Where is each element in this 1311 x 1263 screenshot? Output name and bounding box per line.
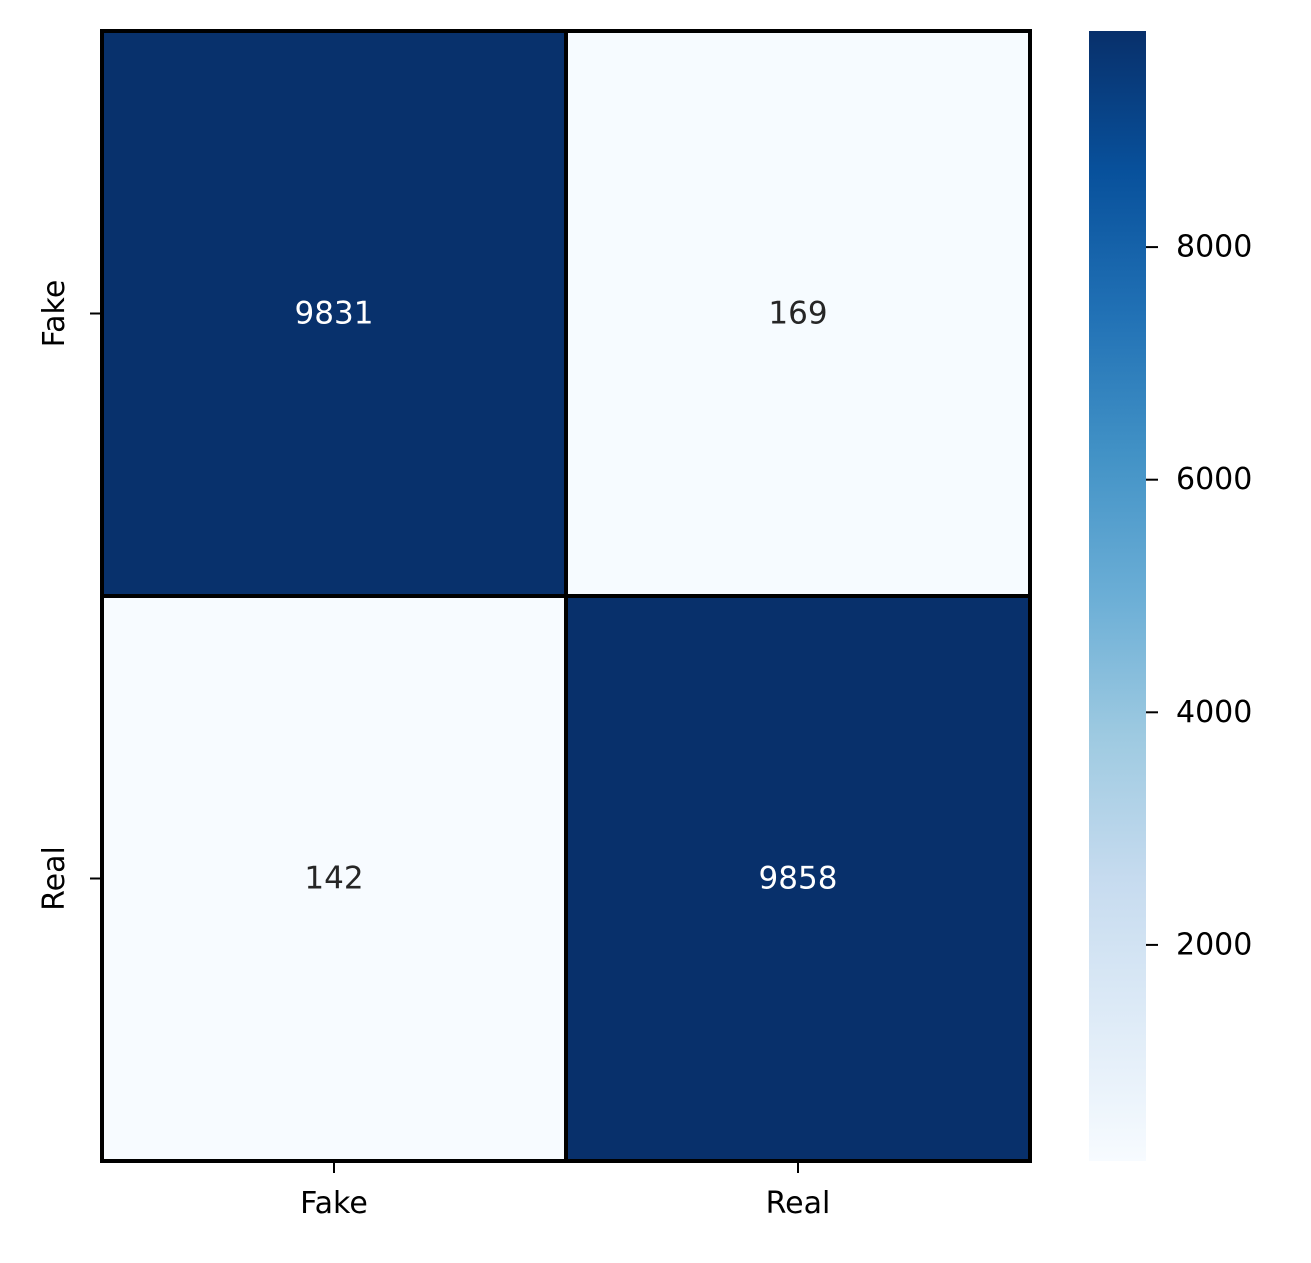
y-tick-label-fake: Fake [37,280,72,348]
cell-value-label-fake-real: 169 [768,296,827,332]
x-tick-label-fake: Fake [300,1186,368,1221]
cell-value-label-fake-fake: 9831 [295,296,374,332]
colorbar-ticks: 2000 4000 6000 8000 [1146,230,1252,962]
heatmap-cell-real-real [564,594,1032,1163]
colorbar-tick-label-2000: 2000 [1176,927,1252,962]
x-tick-label-real: Real [766,1186,831,1221]
colorbar-tick-label-6000: 6000 [1176,462,1252,497]
heatmap-cell-fake-fake [100,29,568,598]
colorbar-gradient [1089,31,1146,1161]
y-tick-label-real: Real [37,846,72,911]
colorbar-tick-label-8000: 8000 [1176,230,1252,265]
plot-frame [101,30,1031,1162]
cell-value-label-real-fake: 142 [304,861,363,897]
cell-value-label-real-real: 9858 [759,861,838,897]
heatmap-cell-real-fake [100,594,568,1163]
colorbar [1089,31,1146,1161]
heatmap-cells [100,29,1032,1163]
x-axis: Fake Real [300,1161,830,1221]
heatmap-cell-fake-real [564,29,1032,598]
cell-value-labels: 9831 169 142 9858 [295,296,838,897]
colorbar-tick-label-4000: 4000 [1176,695,1252,730]
y-axis: Fake Real [37,280,102,911]
